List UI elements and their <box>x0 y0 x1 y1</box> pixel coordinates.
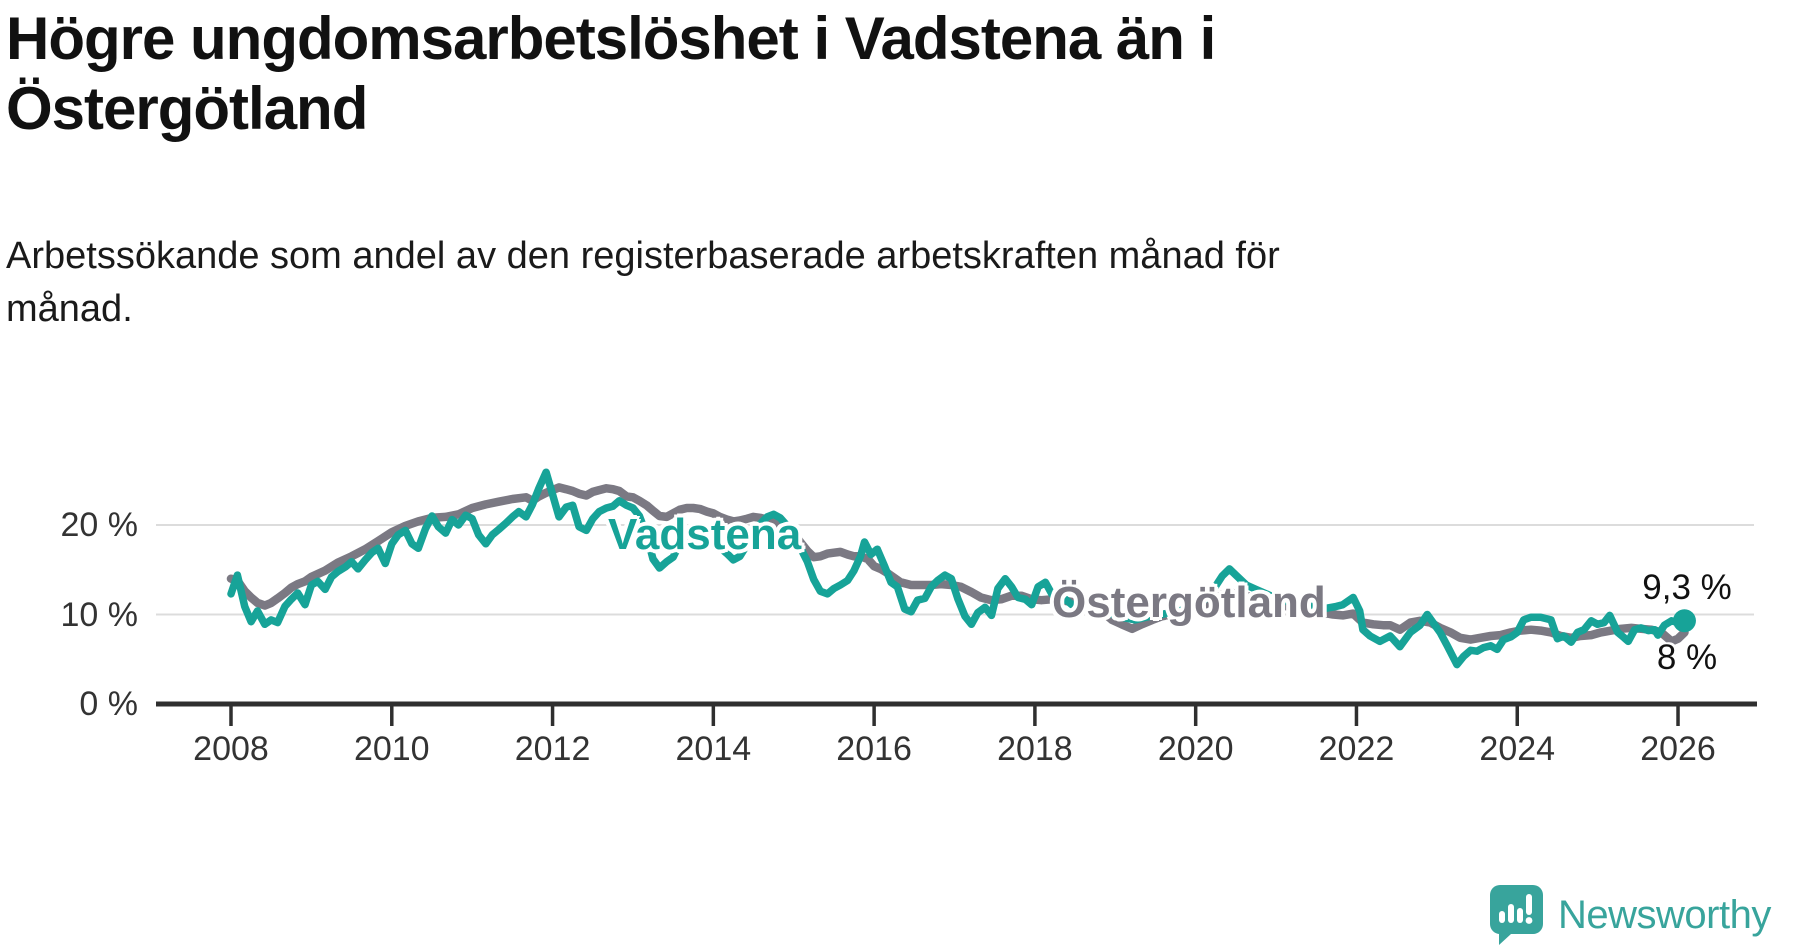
x-axis-tick-label: 2026 <box>1640 730 1716 768</box>
x-axis-tick-label: 2010 <box>353 730 430 768</box>
y-axis-tick-label: 10 % <box>60 595 139 634</box>
end-value-label-ostergotland: 8 % <box>1656 638 1718 677</box>
x-axis-tick-label: 2022 <box>1318 730 1395 768</box>
subtitle-line-1: Arbetssökande som andel av den registerb… <box>6 235 1280 277</box>
title-line-1: Högre ungdomsarbetslöshet i Vadstena än … <box>6 5 1216 72</box>
logo-bubble-shape <box>1490 885 1543 945</box>
x-axis-tick-label: 2012 <box>514 730 591 768</box>
chart-subtitle: Arbetssökande som andel av den registerb… <box>6 230 1466 336</box>
y-axis-tick-label: 20 % <box>60 506 139 544</box>
end-value-label-vadstena: 9,3 % <box>1642 568 1732 607</box>
series-line-östergötland <box>226 483 1689 646</box>
x-axis-tick-label: 2024 <box>1479 730 1556 768</box>
x-axis-tick-label: 2014 <box>675 730 752 768</box>
x-axis-tick-label: 2018 <box>997 730 1073 768</box>
x-axis-tick-label: 2008 <box>193 730 269 768</box>
end-point-marker <box>1672 609 1696 633</box>
logo-bar-2 <box>1508 904 1514 923</box>
logo-bar-1 <box>1499 911 1505 923</box>
logo-bar-3 <box>1517 908 1523 923</box>
series-line-vadstena <box>227 468 1689 669</box>
newsworthy-logo-icon <box>1490 885 1543 945</box>
y-axis-tick-label: 0 % <box>79 685 138 723</box>
title-line-2: Östergötland <box>6 75 368 143</box>
newsworthy-branding: Newsworthy <box>1488 884 1771 946</box>
subtitle-line-2: månad. <box>6 288 133 331</box>
x-axis-tick-label: 2016 <box>836 730 912 768</box>
series-label-vadstena: Vadstena <box>608 510 802 559</box>
logo-exclamation-dot <box>1525 917 1533 924</box>
logo-exclamation-stem <box>1526 894 1532 915</box>
page-title: Högre ungdomsarbetslöshet i Vadstena än … <box>6 4 1506 144</box>
x-axis-tick-label: 2020 <box>1157 730 1234 768</box>
series-label-ostergotland: Östergötland <box>1052 578 1326 627</box>
newsworthy-wordmark: Newsworthy <box>1558 892 1771 937</box>
